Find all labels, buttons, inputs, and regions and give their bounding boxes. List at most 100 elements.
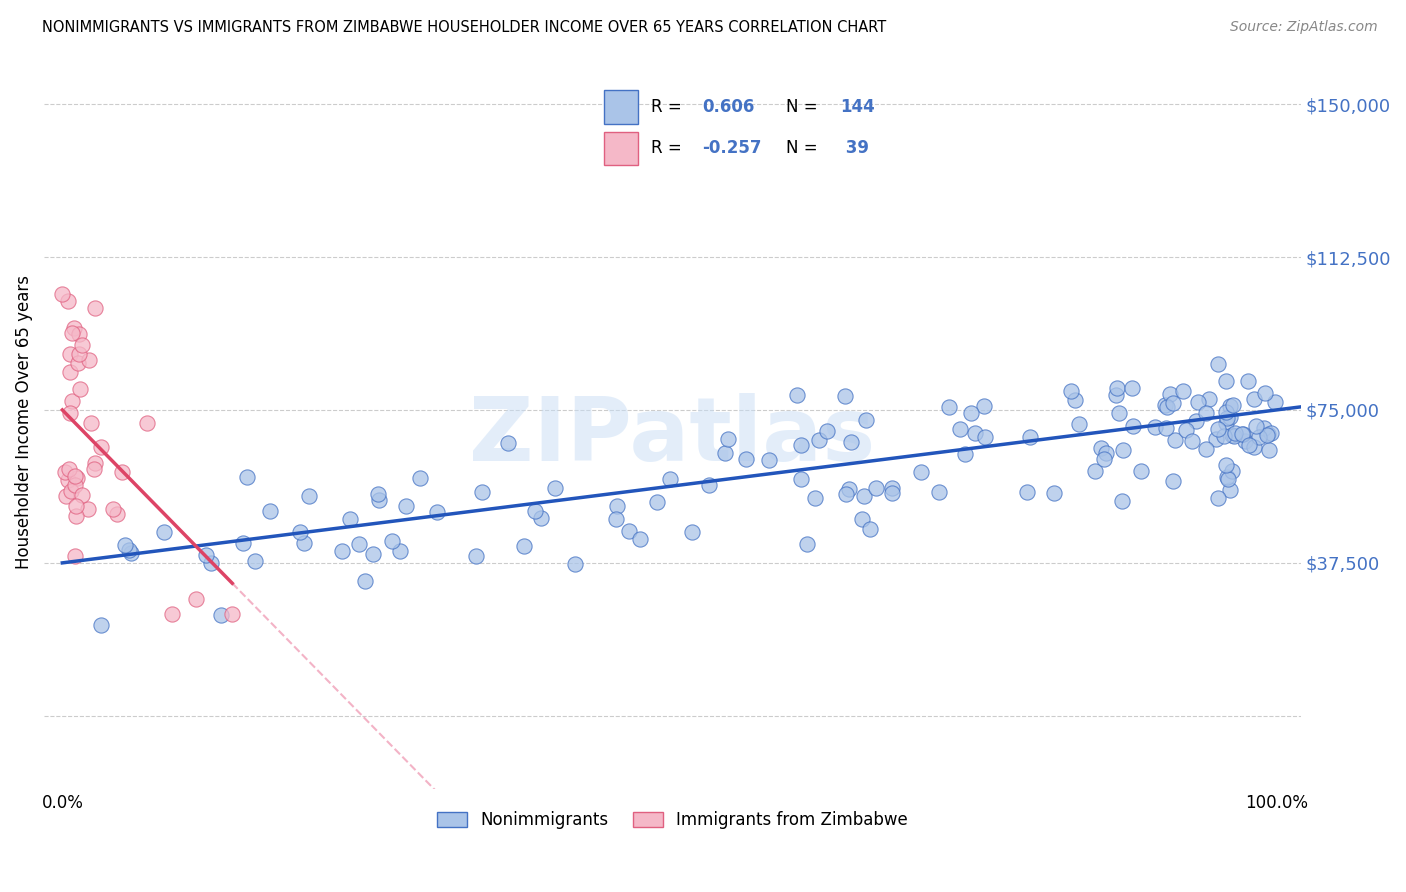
Point	[70, 338, 93, 352]
Point	[628, 532, 651, 546]
Point	[339, 512, 361, 526]
Point	[59, 406, 82, 420]
Point	[564, 557, 586, 571]
Point	[65, 509, 87, 524]
Point	[1198, 392, 1220, 406]
Point	[51, 287, 73, 301]
Point	[160, 607, 183, 621]
Text: R =: R =	[651, 98, 688, 116]
Point	[496, 435, 519, 450]
Point	[681, 525, 703, 540]
Text: N =: N =	[786, 98, 818, 116]
Point	[56, 473, 79, 487]
Point	[1219, 399, 1241, 413]
Point	[544, 481, 567, 495]
Point	[1257, 426, 1279, 441]
Point	[77, 352, 100, 367]
Point	[1185, 414, 1208, 428]
Point	[117, 542, 139, 557]
Point	[716, 433, 738, 447]
Point	[928, 484, 950, 499]
Text: N =: N =	[786, 139, 818, 157]
Point	[83, 462, 105, 476]
Point	[658, 472, 681, 486]
Point	[1111, 493, 1133, 508]
Point	[90, 618, 112, 632]
Point	[63, 549, 86, 563]
Point	[1112, 442, 1135, 457]
Point	[367, 487, 389, 501]
Point	[1069, 417, 1091, 431]
Point	[1084, 464, 1107, 478]
Point	[153, 524, 176, 539]
Point	[70, 488, 93, 502]
Point	[815, 424, 838, 438]
Point	[236, 469, 259, 483]
Point	[83, 456, 105, 470]
Point	[114, 538, 136, 552]
Point	[56, 294, 79, 309]
Point	[910, 465, 932, 479]
Point	[1105, 381, 1128, 395]
FancyBboxPatch shape	[605, 90, 638, 124]
Point	[973, 399, 995, 413]
Point	[79, 416, 101, 430]
Point	[1222, 428, 1244, 442]
Point	[471, 485, 494, 500]
Point	[735, 452, 758, 467]
Point	[1153, 398, 1175, 412]
Point	[1253, 385, 1275, 400]
Point	[1243, 441, 1265, 455]
Point	[60, 393, 83, 408]
Point	[530, 511, 553, 525]
Point	[66, 356, 89, 370]
Point	[59, 346, 82, 360]
Point	[465, 549, 488, 564]
Point	[353, 574, 375, 589]
Point	[62, 326, 84, 340]
Point	[65, 500, 87, 514]
Point	[381, 533, 404, 548]
Point	[59, 366, 82, 380]
Text: ZIPatlas: ZIPatlas	[470, 393, 876, 481]
Point	[1187, 394, 1209, 409]
Point	[90, 440, 112, 454]
Point	[111, 465, 134, 479]
Point	[1215, 405, 1237, 419]
Point	[83, 301, 105, 315]
Point	[53, 465, 76, 479]
Point	[789, 438, 811, 452]
Point	[513, 539, 536, 553]
Point	[1206, 491, 1229, 505]
Point	[1156, 400, 1178, 414]
Point	[1161, 396, 1184, 410]
Point	[880, 481, 903, 495]
Point	[1195, 442, 1218, 456]
Point	[67, 347, 90, 361]
Point	[1253, 421, 1275, 435]
Point	[288, 525, 311, 540]
Point	[1223, 429, 1246, 443]
Point	[1205, 432, 1227, 446]
Point	[65, 478, 87, 492]
Point	[65, 471, 87, 485]
Point	[55, 489, 77, 503]
Point	[1064, 392, 1087, 407]
Point	[136, 417, 159, 431]
Point	[714, 445, 737, 459]
Point	[1122, 419, 1144, 434]
Point	[959, 406, 981, 420]
Point	[105, 507, 128, 521]
Point	[1256, 428, 1278, 442]
Text: NONIMMIGRANTS VS IMMIGRANTS FROM ZIMBABWE HOUSEHOLDER INCOME OVER 65 YEARS CORRE: NONIMMIGRANTS VS IMMIGRANTS FROM ZIMBABW…	[42, 20, 886, 35]
Point	[367, 492, 389, 507]
Y-axis label: Householder Income Over 65 years: Householder Income Over 65 years	[15, 275, 32, 569]
Point	[1018, 430, 1040, 444]
Point	[1092, 452, 1115, 467]
Point	[63, 320, 86, 334]
FancyBboxPatch shape	[605, 131, 638, 165]
Point	[1195, 406, 1218, 420]
Point	[851, 512, 873, 526]
Point	[389, 544, 412, 558]
Point	[1130, 464, 1153, 478]
